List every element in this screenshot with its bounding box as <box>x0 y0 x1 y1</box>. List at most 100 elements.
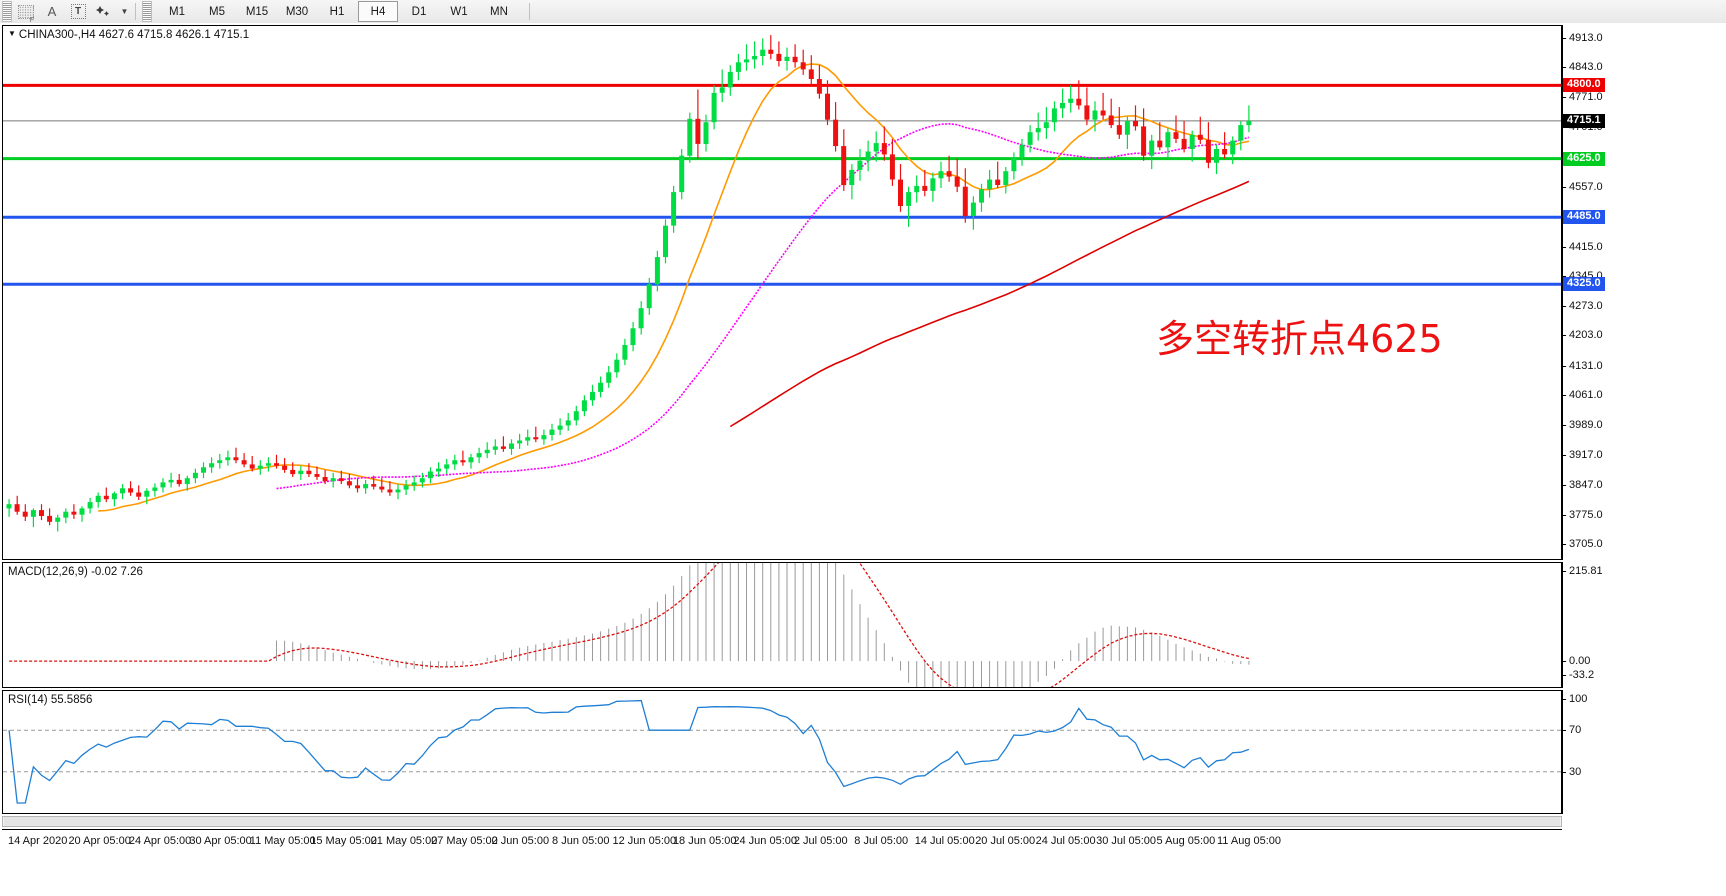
axis-tick-label-4771.0: 4771.0 <box>1569 91 1603 104</box>
axis-tick-label-100: 100 <box>1569 693 1588 705</box>
axis-tick-label--33.2: -33.2 <box>1569 669 1595 681</box>
timeframe-m5[interactable]: M5 <box>209 5 225 18</box>
axis-tick-label-3847.0: 3847.0 <box>1569 478 1603 491</box>
time-axis-label: 24 Jul 05:00 <box>1035 835 1096 847</box>
rsi-pane-label: RSI(14) 55.5856 <box>8 694 93 706</box>
time-axis-label: 20 Apr 05:00 <box>68 835 131 847</box>
toolbar-separator-2 <box>529 3 530 20</box>
axis-tick-label-70: 70 <box>1569 724 1582 737</box>
price-pane-label-text: CHINA300-,H4 4627.6 4715.8 4626.1 4715.1 <box>18 29 250 41</box>
macd-signal-line <box>9 563 1250 687</box>
axis-tick-label-3775.0: 3775.0 <box>1569 508 1603 521</box>
price-level-tag-4325.0[interactable]: 4325.0 <box>1563 277 1605 292</box>
macd-chart-canvas[interactable] <box>3 563 1561 687</box>
axis-tick <box>1562 675 1566 676</box>
axis-tick-label-4061.0: 4061.0 <box>1569 388 1603 401</box>
axis-tick <box>1562 246 1566 248</box>
price-axis-line <box>1562 25 1563 560</box>
axis-tick <box>1562 699 1566 700</box>
axis-tick <box>1562 661 1566 663</box>
macd-histogram <box>276 563 1250 687</box>
time-axis-label: 14 Apr 2020 <box>8 835 68 847</box>
axis-tick <box>1562 571 1566 572</box>
axis-tick <box>1562 544 1566 545</box>
rsi-scale[interactable]: 100 70 30 <box>1562 690 1726 814</box>
axis-tick-label-3705.0: 3705.0 <box>1569 538 1603 550</box>
symbol-caret-icon[interactable]: ▼ <box>8 29 16 38</box>
axis-tick <box>1562 365 1566 367</box>
axis-tick-label-0.00: 0.00 <box>1569 655 1591 668</box>
chart-frame: ▼ CHINA300-,H4 4627.6 4715.8 4626.1 4715.… <box>0 23 1726 896</box>
timeframe-h4[interactable]: H4 <box>358 1 398 22</box>
macd-scale[interactable]: 215.81 0.00 -33.2 <box>1562 562 1726 688</box>
timeframe-group: M1 M5 M15 M30 H1 H4 D1 W1 MN <box>157 1 519 22</box>
axis-tick-label-4203.0: 4203.0 <box>1569 329 1603 342</box>
time-axis-label: 24 Apr 05:00 <box>128 835 192 847</box>
time-axis-label: 8 Jun 05:00 <box>552 835 610 847</box>
text-label-icon[interactable]: A <box>47 4 57 19</box>
price-scale[interactable]: 4913.04843.04771.04701.04625.04557.04485… <box>1562 25 1726 560</box>
axis-tick-label-3989.0: 3989.0 <box>1569 419 1603 432</box>
axis-tick <box>1562 187 1566 189</box>
macd-pane[interactable]: MACD(12,26,9) -0.02 7.26 <box>2 562 1562 688</box>
rsi-chart-canvas[interactable] <box>3 691 1561 813</box>
objects-icon[interactable] <box>91 1 117 22</box>
axis-tick <box>1562 275 1566 277</box>
timeframe-m1[interactable]: M1 <box>169 5 185 18</box>
time-axis-label: 30 Apr 05:00 <box>189 835 252 847</box>
axis-tick-label-4273.0: 4273.0 <box>1569 300 1603 313</box>
price-level-tag-4800.0[interactable]: 4800.0 <box>1563 78 1605 93</box>
price-level-tag-4625.0[interactable]: 4625.0 <box>1563 151 1605 166</box>
axis-tick <box>1562 771 1566 773</box>
axis-tick <box>1562 394 1566 396</box>
axis-tick-label-215.81: 215.81 <box>1569 565 1603 577</box>
timeframe-m30[interactable]: M30 <box>285 5 309 18</box>
toolbar-separator <box>135 3 136 20</box>
axis-tick <box>1562 306 1566 308</box>
axis-tick <box>1562 730 1566 732</box>
time-axis-label: 5 Aug 05:00 <box>1156 835 1216 847</box>
axis-tick-label-4913.0: 4913.0 <box>1569 32 1603 44</box>
timeframe-w1[interactable]: W1 <box>450 5 468 18</box>
time-axis-label: 12 Jun 05:00 <box>612 835 677 847</box>
price-chart-canvas[interactable] <box>3 26 1561 559</box>
chart-annotation-text: 多空转折点4625 <box>1156 317 1443 361</box>
rsi-axis-line <box>1562 690 1563 814</box>
scrollbar-thumb[interactable] <box>4 817 1560 826</box>
dropdown-caret-icon[interactable]: ▼ <box>120 7 129 16</box>
price-pane[interactable]: ▼ CHINA300-,H4 4627.6 4715.8 4626.1 4715.… <box>2 25 1562 560</box>
timeframe-drag-handle[interactable] <box>142 1 152 22</box>
timeframe-m15[interactable]: M15 <box>245 5 269 18</box>
objects-glyph <box>96 5 109 16</box>
rsi-pane[interactable]: RSI(14) 55.5856 <box>2 690 1562 814</box>
axis-tick <box>1562 38 1566 39</box>
axis-tick-label-4415.0: 4415.0 <box>1569 240 1603 253</box>
axis-tick <box>1562 425 1566 427</box>
time-axis-label: 20 Jul 05:00 <box>975 835 1036 847</box>
macd-pane-label: MACD(12,26,9) -0.02 7.26 <box>8 566 143 578</box>
axis-tick <box>1562 67 1566 69</box>
horizontal-scrollbar[interactable] <box>2 816 1562 827</box>
text-box-icon[interactable]: T <box>65 1 91 22</box>
toolbar-drag-handle[interactable] <box>2 1 12 22</box>
rsi-line <box>8 699 1250 804</box>
time-axis-label: 30 Jul 05:00 <box>1096 835 1157 847</box>
axis-tick-label-30: 30 <box>1569 765 1582 778</box>
price-level-tag-4485.0[interactable]: 4485.0 <box>1563 210 1605 225</box>
chart-toolbar: A T ▼ M1 M5 M15 M30 H1 H4 D1 W1 MN <box>0 0 1726 24</box>
time-axis-label: 11 Aug 05:00 <box>1217 835 1282 847</box>
ma-fast-line <box>98 63 1250 512</box>
time-axis-label: 24 Jun 05:00 <box>733 835 798 847</box>
time-axis-label: 18 Jun 05:00 <box>672 835 737 847</box>
timeframe-mn[interactable]: MN <box>490 5 508 18</box>
macd-axis-line <box>1562 562 1563 688</box>
price-level-tag-4715.1[interactable]: 4715.1 <box>1563 113 1605 128</box>
timeframe-d1[interactable]: D1 <box>411 5 427 18</box>
timeframe-h1[interactable]: H1 <box>329 5 345 18</box>
grid-crosshair-icon[interactable] <box>13 1 39 24</box>
axis-tick-label-3917.0: 3917.0 <box>1569 449 1603 462</box>
price-pane-label: ▼ CHINA300-,H4 4627.6 4715.8 4626.1 4715.… <box>8 29 249 41</box>
time-axis-label: 11 May 05:00 <box>249 835 316 847</box>
time-axis[interactable]: 14 Apr 2020 20 Apr 05:00 24 Apr 05:00 30 Ap… <box>2 829 1562 852</box>
